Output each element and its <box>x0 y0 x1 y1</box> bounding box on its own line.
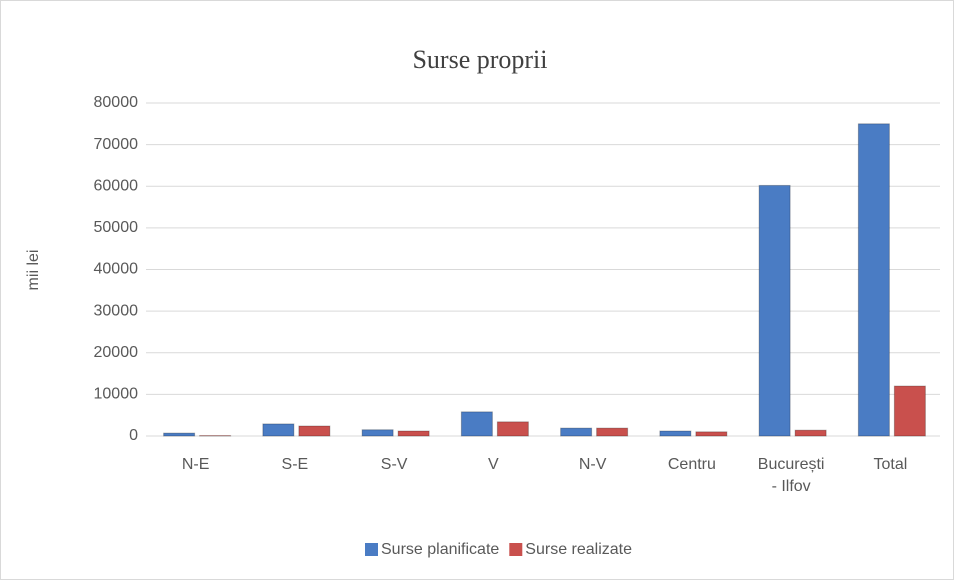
bar <box>894 386 925 436</box>
bar <box>398 431 429 436</box>
y-tick-label: 50000 <box>94 219 139 236</box>
x-tick-label: N-E <box>182 456 210 473</box>
bar <box>299 426 330 436</box>
y-tick-label: 40000 <box>94 261 139 278</box>
x-tick-label: Centru <box>668 456 716 473</box>
bar <box>858 124 889 436</box>
bar <box>759 185 790 436</box>
bar <box>362 430 393 436</box>
y-tick-label: 70000 <box>94 136 139 153</box>
y-axis-label: mii lei <box>25 250 42 291</box>
x-tick-label: S-V <box>381 456 408 473</box>
bar <box>263 424 294 436</box>
bar <box>597 428 628 436</box>
bar <box>561 428 592 436</box>
y-tick-label: 10000 <box>94 386 139 403</box>
y-tick-label: 80000 <box>94 94 139 111</box>
x-tick-label: Total <box>873 456 907 473</box>
bar <box>795 430 826 436</box>
bar <box>497 422 528 436</box>
y-tick-label: 60000 <box>94 177 139 194</box>
bar <box>696 432 727 436</box>
y-tick-label: 0 <box>129 427 138 444</box>
legend-label: Surse realizate <box>525 541 632 558</box>
bar <box>660 431 691 436</box>
bar <box>461 412 492 436</box>
y-tick-label: 20000 <box>94 344 139 361</box>
x-tick-label: N-V <box>579 456 607 473</box>
chart-title: Surse proprii <box>412 45 547 74</box>
legend-swatch <box>509 543 522 556</box>
x-tick-label: V <box>488 456 499 473</box>
bar <box>164 433 195 436</box>
y-tick-label: 30000 <box>94 302 139 319</box>
legend-swatch <box>365 543 378 556</box>
x-tick-label: S-E <box>282 456 309 473</box>
legend-label: Surse planificate <box>381 541 499 558</box>
